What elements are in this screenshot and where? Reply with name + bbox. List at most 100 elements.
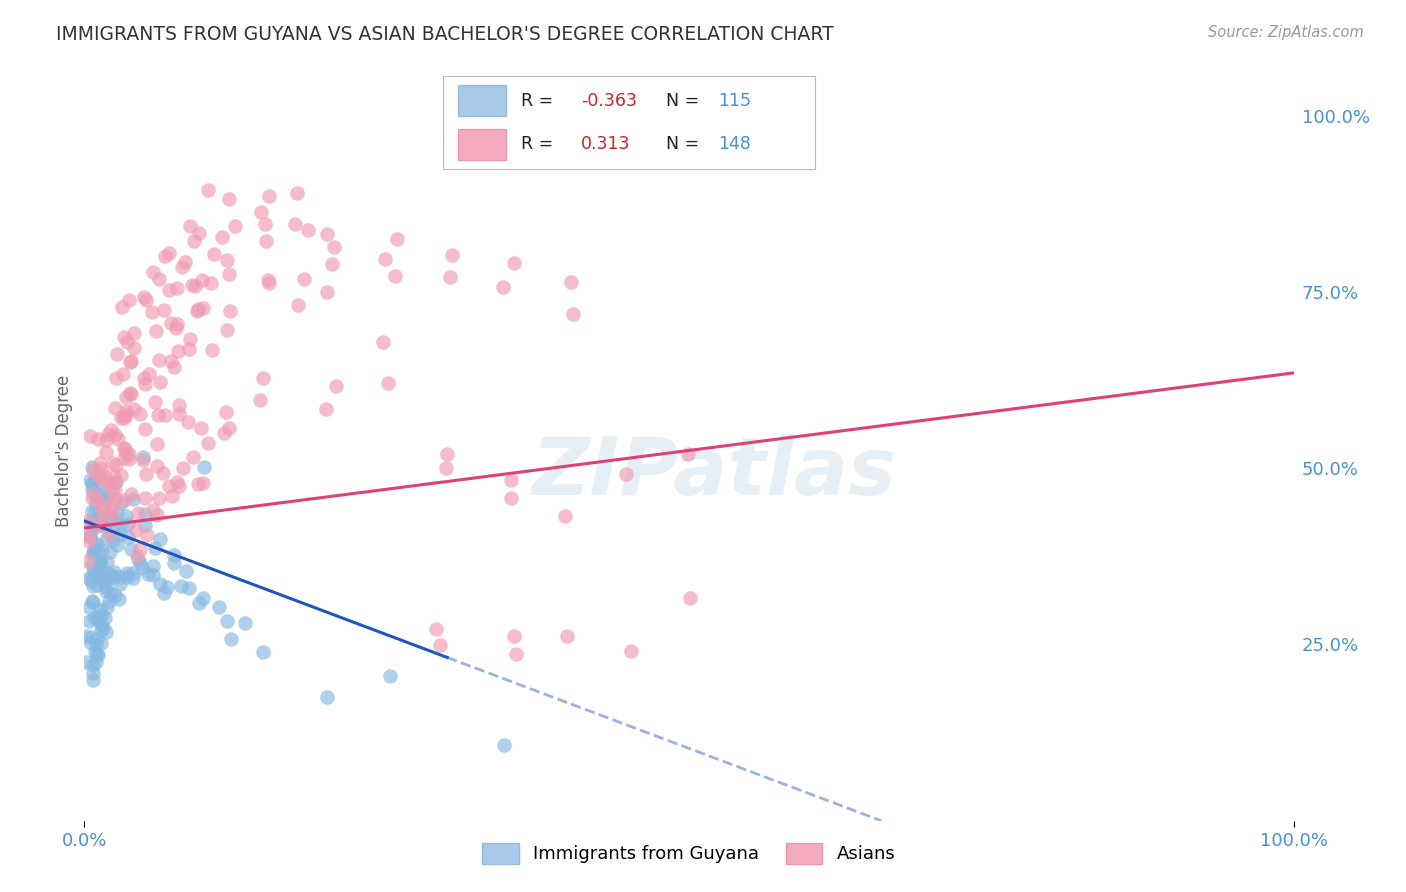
- Point: [86, 537, 108, 551]
- Point: [285, 186, 308, 200]
- Point: [169, 398, 191, 412]
- Point: [84, 639, 107, 653]
- Point: [122, 326, 145, 340]
- Point: [127, 551, 149, 566]
- Point: [129, 542, 152, 557]
- Point: [503, 256, 526, 270]
- Point: [79, 574, 101, 588]
- Point: [191, 273, 214, 287]
- Point: [82, 595, 104, 609]
- Point: [100, 568, 122, 582]
- Point: [115, 508, 138, 523]
- Point: [105, 507, 128, 521]
- Point: [94, 583, 117, 598]
- Point: [90, 471, 112, 485]
- Point: [91, 543, 114, 558]
- Point: [165, 321, 187, 335]
- Point: [79, 515, 101, 529]
- Point: [82, 544, 104, 558]
- Point: [101, 508, 124, 523]
- Point: [505, 647, 527, 661]
- Point: [112, 442, 135, 456]
- Point: [503, 629, 526, 643]
- Point: [221, 632, 243, 646]
- Point: [191, 591, 214, 606]
- Point: [132, 290, 155, 304]
- Point: [80, 636, 103, 650]
- Point: [104, 483, 127, 498]
- Point: [90, 487, 112, 501]
- Point: [257, 276, 280, 290]
- Point: [134, 422, 156, 436]
- Point: [98, 513, 121, 527]
- Text: N =: N =: [666, 136, 706, 153]
- Point: [115, 570, 138, 584]
- Point: [91, 500, 114, 515]
- Point: [94, 518, 117, 533]
- Point: [97, 526, 120, 541]
- Point: [122, 401, 145, 416]
- Point: [89, 517, 111, 532]
- Point: [100, 503, 122, 517]
- Point: [120, 386, 142, 401]
- Point: [84, 472, 107, 486]
- Point: [560, 276, 582, 290]
- Point: [79, 534, 101, 549]
- Point: [117, 566, 139, 581]
- Point: [83, 517, 105, 532]
- Point: [101, 484, 124, 499]
- Point: [142, 568, 165, 582]
- Point: [177, 415, 200, 429]
- Point: [155, 249, 177, 263]
- Point: [131, 560, 153, 574]
- Point: [87, 509, 110, 524]
- Point: [620, 644, 643, 658]
- Point: [436, 447, 458, 461]
- Point: [83, 537, 105, 551]
- Point: [201, 343, 224, 358]
- Point: [179, 219, 201, 233]
- Point: [91, 569, 114, 583]
- Point: [79, 600, 101, 615]
- Point: [167, 479, 190, 493]
- Point: [315, 227, 337, 241]
- Point: [89, 517, 111, 532]
- Point: [82, 673, 104, 688]
- Point: [254, 218, 277, 232]
- Point: [93, 569, 115, 583]
- Point: [122, 571, 145, 585]
- Point: [83, 563, 105, 577]
- Point: [90, 623, 112, 637]
- Point: [100, 423, 122, 437]
- Text: N =: N =: [666, 92, 706, 110]
- Point: [112, 368, 135, 382]
- Point: [118, 452, 141, 467]
- Point: [82, 486, 104, 500]
- Point: [94, 469, 117, 483]
- Point: [120, 542, 142, 557]
- Point: [104, 491, 127, 506]
- Point: [141, 305, 163, 319]
- Point: [76, 554, 98, 568]
- Point: [101, 496, 124, 510]
- Point: [84, 655, 107, 669]
- Point: [155, 409, 177, 423]
- Point: [101, 456, 124, 470]
- Point: [86, 490, 108, 504]
- Point: [80, 483, 103, 497]
- Point: [87, 566, 110, 580]
- Point: [96, 566, 118, 580]
- Point: [80, 504, 103, 518]
- Point: [149, 577, 172, 591]
- Point: [121, 492, 143, 507]
- Point: [373, 335, 395, 350]
- Point: [89, 602, 111, 616]
- Point: [77, 614, 100, 628]
- Point: [120, 486, 142, 500]
- Point: [114, 410, 136, 425]
- Point: [187, 477, 209, 491]
- Point: [80, 593, 103, 607]
- Point: [159, 246, 181, 260]
- Point: [94, 434, 117, 448]
- Point: [104, 371, 127, 385]
